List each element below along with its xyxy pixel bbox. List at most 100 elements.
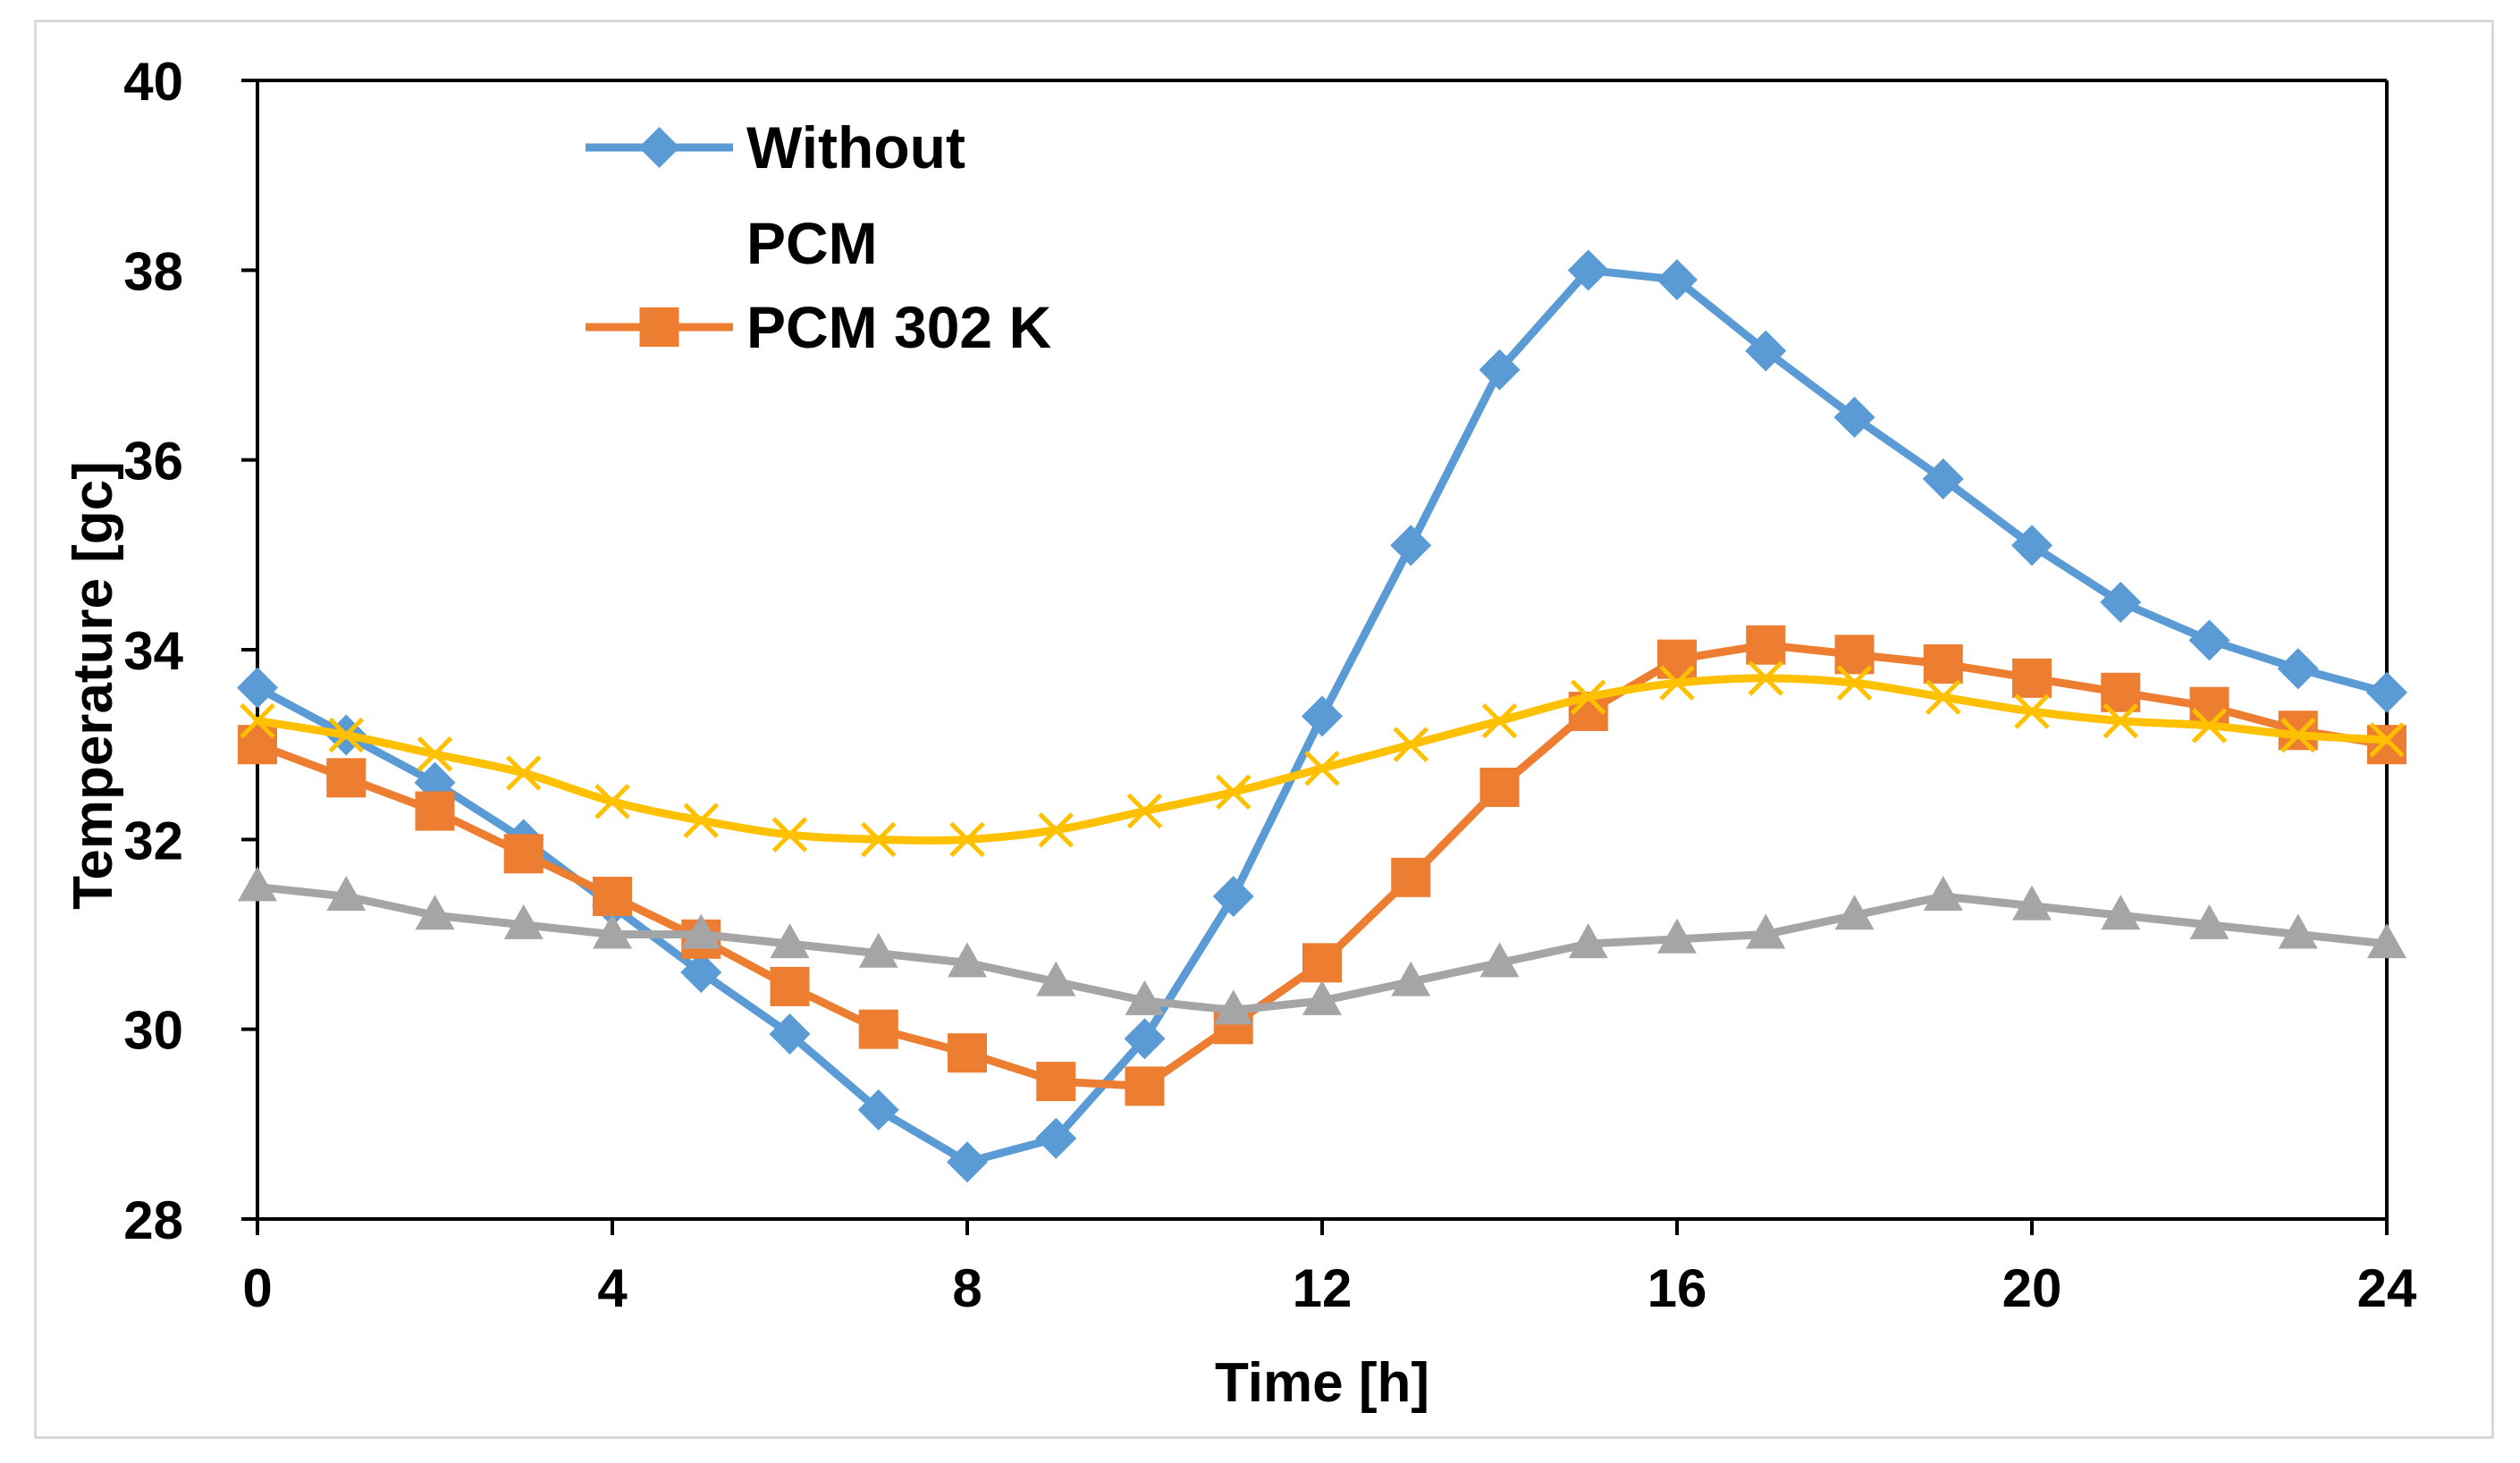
x-tick-label: 4 (597, 1258, 628, 1318)
data-point (1213, 989, 1253, 1025)
data-point (1302, 695, 1343, 737)
legend-item-pcm-302-k: PCM 302 K (586, 294, 1051, 360)
data-point (2189, 904, 2229, 939)
data-point (1391, 961, 1431, 996)
data-point (948, 1033, 987, 1073)
x-tick-label: 8 (952, 1258, 982, 1318)
data-point (947, 1141, 988, 1183)
series-group (237, 249, 2407, 1183)
data-point (1834, 895, 1875, 930)
y-tick-label: 32 (123, 811, 183, 870)
data-point (1746, 913, 1786, 949)
x-tick-label: 16 (1648, 1258, 1707, 1318)
data-point (1923, 643, 1963, 684)
y-tick-label: 34 (123, 621, 183, 681)
x-axis-title: Time [h] (1215, 1352, 1429, 1414)
x-tick-label: 0 (242, 1258, 272, 1318)
legend-marker (638, 127, 680, 168)
data-point (1657, 918, 1697, 954)
data-point (1126, 793, 1163, 829)
x-tick-label: 24 (2357, 1258, 2417, 1318)
data-point (415, 791, 455, 831)
data-point (1125, 980, 1165, 1015)
data-point (949, 821, 985, 858)
data-point (681, 913, 721, 949)
data-point (2014, 694, 2050, 729)
series-without-pcm (237, 249, 2407, 1183)
data-point (1212, 876, 1254, 918)
data-point (948, 942, 987, 978)
data-point (2280, 717, 2316, 753)
data-point (326, 876, 367, 912)
data-point (2367, 923, 2406, 959)
legend: Without PCM PCM 302 K (586, 114, 1051, 360)
series-series-gray (238, 866, 2406, 1025)
data-point (683, 803, 720, 838)
data-point (1567, 249, 1609, 291)
y-tick-label: 30 (123, 1001, 183, 1061)
y-tick-label: 38 (123, 241, 183, 301)
data-point (1657, 639, 1697, 679)
data-point (2101, 895, 2141, 930)
y-tick-label: 28 (123, 1190, 183, 1250)
data-point (237, 667, 278, 709)
y-tick-label: 40 (123, 52, 183, 112)
data-point (1215, 774, 1252, 811)
data-point (1568, 923, 1608, 959)
data-point (771, 817, 808, 853)
data-point (1302, 943, 1342, 983)
ticks-group: 0 4 8 12 16 20 24 28 30 32 34 36 38 40 (123, 52, 2417, 1318)
data-point (1304, 750, 1340, 786)
data-point (1570, 679, 1606, 715)
legend-label: PCM 302 K (746, 294, 1051, 360)
data-point (1922, 458, 1964, 500)
y-tick-label: 36 (123, 432, 183, 492)
data-point (1656, 258, 1698, 300)
data-point (680, 951, 722, 993)
data-point (503, 904, 544, 939)
data-point (328, 717, 365, 753)
data-point (505, 755, 542, 791)
data-point (2189, 686, 2229, 727)
data-point (2367, 725, 2406, 765)
data-point (1302, 980, 1342, 1015)
data-point (238, 725, 277, 765)
y-axis-title: Temperature [gc] (63, 461, 124, 910)
legend-item-without-pcm: Without PCM (586, 114, 965, 276)
data-point (1125, 1066, 1165, 1106)
data-point (326, 758, 367, 798)
data-point (415, 895, 455, 930)
data-point (769, 1013, 811, 1055)
series-pcm-302-k (238, 625, 2406, 1106)
data-point (593, 913, 632, 949)
data-point (858, 932, 898, 968)
data-point (1391, 857, 1431, 897)
axes-group (256, 79, 2389, 1221)
data-point (2103, 702, 2139, 739)
data-point (503, 834, 544, 874)
data-point (1746, 625, 1786, 665)
data-point (240, 702, 275, 739)
data-point (1036, 1062, 1076, 1102)
data-point (1836, 665, 1873, 701)
legend-marker (639, 307, 679, 347)
data-point (1390, 525, 1432, 567)
data-point (1925, 679, 1961, 715)
data-point (1745, 330, 1787, 372)
data-point (858, 1009, 898, 1049)
data-point (1481, 702, 1518, 739)
legend-label: PCM (746, 210, 878, 276)
data-point (2188, 619, 2230, 661)
x-tick-label: 12 (1293, 1258, 1353, 1318)
data-point (2366, 671, 2407, 713)
chart-frame (34, 20, 2494, 1439)
data-point (2011, 525, 2052, 567)
data-point (860, 821, 897, 858)
legend-label: Without (746, 114, 965, 181)
data-point (1659, 665, 1695, 701)
data-point (2012, 658, 2052, 698)
data-point (1479, 349, 1521, 391)
data-point (594, 784, 630, 820)
data-point (770, 923, 810, 959)
